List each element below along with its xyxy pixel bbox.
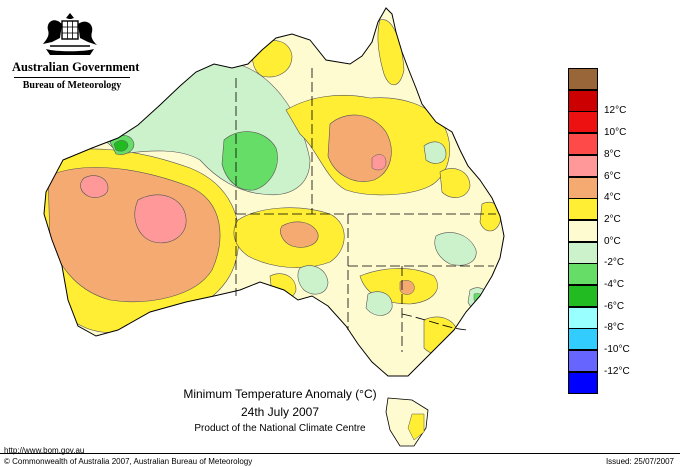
map-date: 24th July 2007 [240, 405, 320, 419]
legend-label: -10°C [604, 344, 630, 356]
legend-swatch [568, 68, 598, 90]
coat-of-arms-icon [43, 13, 97, 55]
legend-label: -4°C [604, 279, 625, 290]
bureau-name: Bureau of Meteorology [22, 80, 122, 91]
legend-label: 0°C [604, 235, 621, 247]
map-credit: Product of the National Climate Centre [194, 423, 366, 434]
legend-swatch [568, 263, 598, 286]
legend-swatch [568, 241, 598, 264]
legend-swatch [568, 285, 598, 307]
legend-label: -12°C [604, 365, 630, 377]
legend-label: 12°C [604, 105, 627, 117]
anomaly-map [43, 7, 505, 447]
legend-swatch [568, 328, 598, 351]
legend-swatch [568, 350, 598, 373]
legend-swatch [568, 111, 598, 134]
header-divider [14, 77, 130, 78]
legend-label: 10°C [604, 127, 627, 139]
footer-divider [0, 453, 680, 454]
legend-swatch [568, 133, 598, 156]
legend-swatch [568, 176, 598, 199]
legend-swatch [568, 154, 598, 177]
map-title: Minimum Temperature Anomaly (°C) [183, 387, 377, 401]
legend-label: 4°C [604, 192, 621, 204]
legend-swatch [568, 306, 598, 329]
legend-label: 2°C [604, 213, 621, 225]
legend-label: -2°C [604, 257, 625, 269]
copyright-notice: © Commonwealth of Australia 2007, Austra… [4, 457, 253, 466]
legend-swatch [568, 89, 598, 112]
legend-swatch [568, 371, 598, 394]
legend: 12°C 10°C 8°C 6°C 4°C 2°C 0°C -2°C -4°C -6°C -8°C -… [568, 68, 678, 394]
legend-swatch [568, 198, 598, 221]
government-name: Australian Government [12, 60, 140, 74]
bom-website-link[interactable]: http://www.bom.gov.au [4, 446, 85, 455]
legend-label: -6°C [604, 300, 625, 312]
issued-date: Issued: 25/07/2007 [605, 457, 674, 466]
legend-label: 8°C [604, 148, 621, 160]
legend-label: 6°C [604, 170, 621, 182]
legend-swatch [568, 219, 598, 242]
legend-label: -8°C [604, 322, 625, 334]
